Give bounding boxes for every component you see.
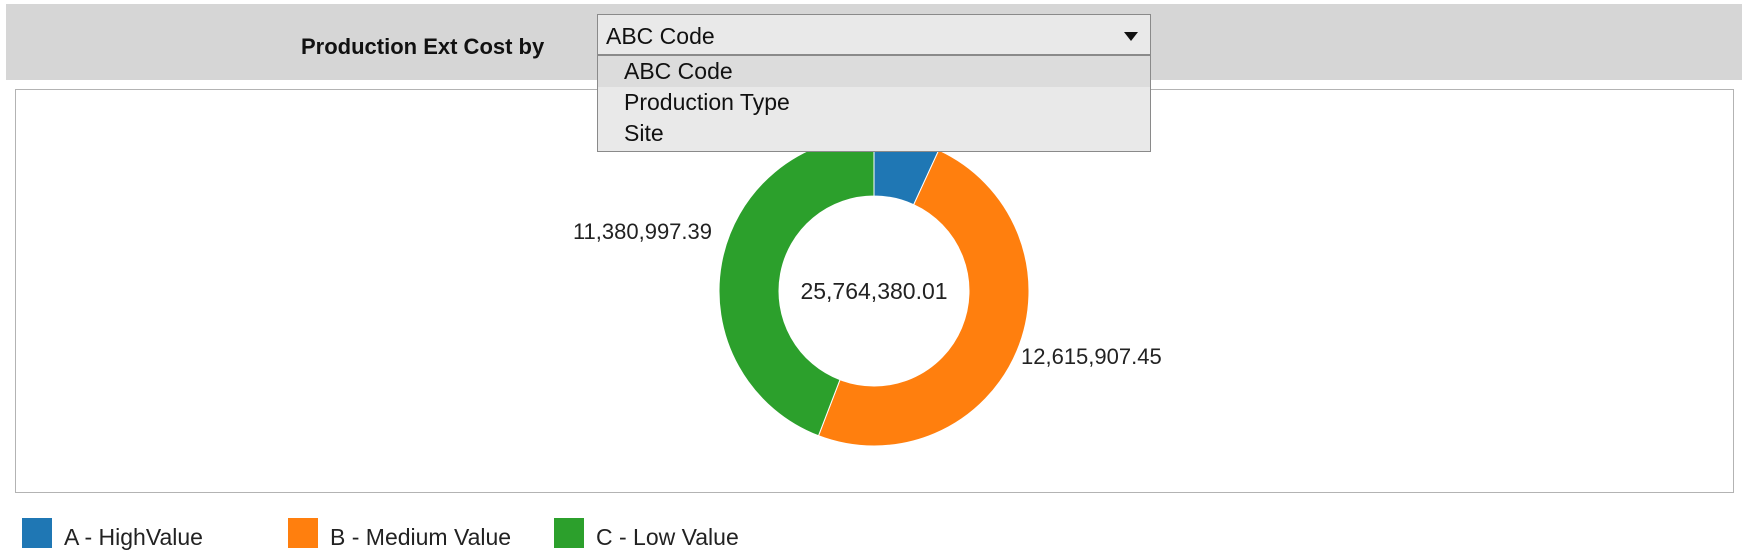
legend-swatch-b [288,518,318,548]
group-by-label: Production Ext Cost by [301,34,545,59]
chart-panel: 12,615,907.45 11,380,997.39 25,764,380.01 [15,89,1734,493]
option-abc-code[interactable]: ABC Code [598,56,1150,87]
legend-swatch-c [554,518,584,548]
data-label-c: 11,380,997.39 [573,219,712,244]
option-production-type[interactable]: Production Type [624,89,790,115]
chevron-down-icon[interactable] [1124,32,1138,41]
data-label-b: 12,615,907.45 [1021,344,1162,369]
donut-slice-b[interactable] [817,149,1030,447]
legend-label-c: C - Low Value [596,524,739,550]
donut-center-total: 25,764,380.01 [800,278,947,304]
group-by-select[interactable]: ABC Code [597,14,1151,55]
legend-swatch-a [22,518,52,548]
legend-label-b: B - Medium Value [330,524,512,550]
option-site[interactable]: Site [624,120,664,146]
group-by-select-value: ABC Code [606,23,715,49]
legend-label-a: A - HighValue [64,524,203,550]
donut-chart: 12,615,907.45 11,380,997.39 25,764,380.01 [573,135,1162,447]
group-by-dropdown-list: ABC Code Production Type Site [597,55,1151,152]
